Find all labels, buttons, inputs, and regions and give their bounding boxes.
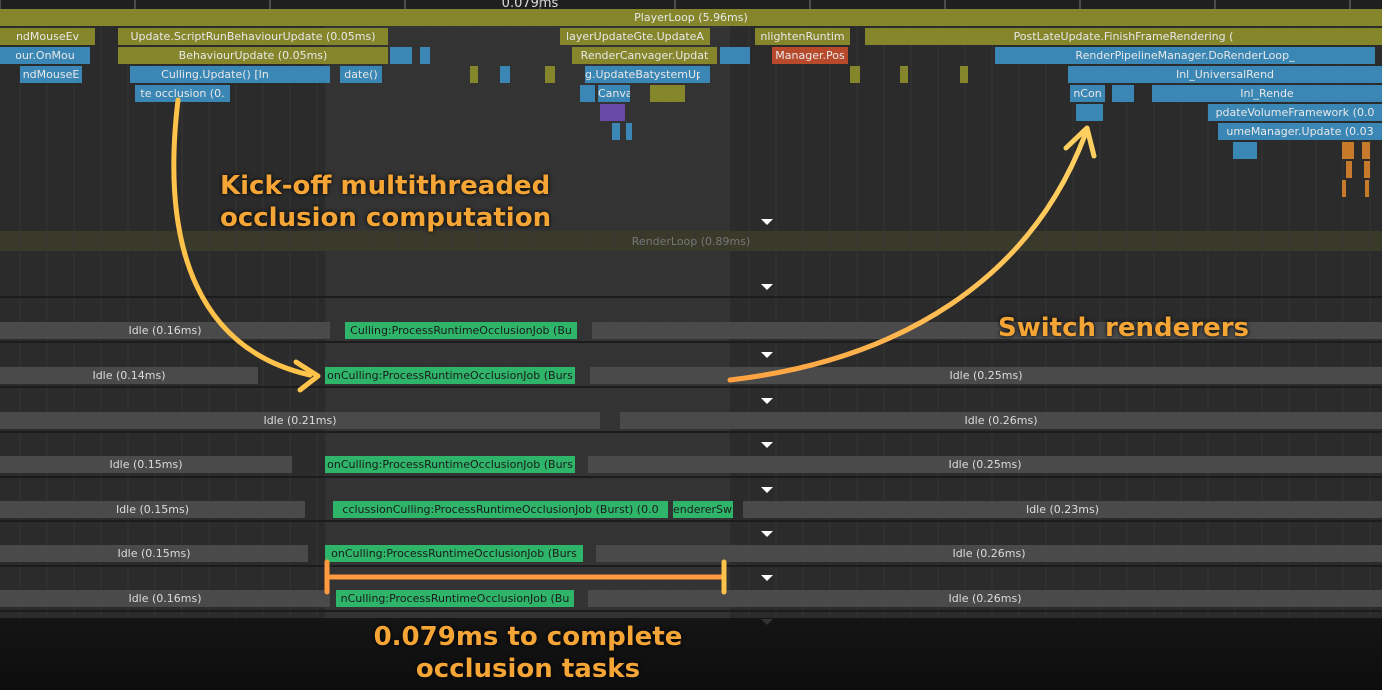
profiler-sample[interactable]: umeManager.Update (0.03 xyxy=(1218,123,1382,140)
profiler-sample[interactable]: date() xyxy=(340,66,382,83)
expand-toggle xyxy=(761,531,773,537)
profiler-block[interactable] xyxy=(650,85,680,102)
profiler-block[interactable] xyxy=(1112,85,1134,102)
profiler-sample[interactable]: Idle (0.14ms) xyxy=(0,367,258,384)
expand-toggle xyxy=(761,284,773,290)
switch-arrow xyxy=(727,132,1088,383)
profiler-block[interactable] xyxy=(600,104,625,121)
render-thread-header xyxy=(0,231,1382,251)
profiler-sample[interactable]: nCon xyxy=(1070,85,1105,102)
profiler-block[interactable] xyxy=(500,66,510,83)
profiler-sample[interactable]: Idle (0.16ms) xyxy=(0,322,330,339)
switch-arrowhead xyxy=(1063,125,1097,159)
profiler-sample[interactable]: Idle (0.15ms) xyxy=(0,456,292,473)
profiler-block[interactable] xyxy=(626,123,632,140)
expand-toggle xyxy=(761,442,773,448)
profiler-sample[interactable]: our.OnMou xyxy=(0,47,90,64)
kickoff-annotation: Kick-off multithreaded occlusion computa… xyxy=(220,170,551,234)
profiler-sample[interactable]: Idle (0.26ms) xyxy=(620,412,1382,429)
bottom-band xyxy=(0,618,1382,690)
profiler-block[interactable] xyxy=(700,66,710,83)
profiler-sample[interactable]: pdateVolumeFramework (0.0 xyxy=(1208,104,1382,121)
profiler-block[interactable] xyxy=(470,66,478,83)
profiler-block[interactable] xyxy=(580,85,595,102)
profiler-sample[interactable]: Update.ScriptRunBehaviourUpdate (0.05ms) xyxy=(118,28,388,45)
profiler-sample[interactable]: Idle (0.23ms) xyxy=(743,501,1382,518)
profiler-sample[interactable]: Culling.Update() [In xyxy=(130,66,300,83)
profiler-sample[interactable]: cclussionCulling:ProcessRuntimeOcclusion… xyxy=(333,501,668,518)
profiler-block[interactable] xyxy=(1233,142,1257,159)
profiler-block[interactable] xyxy=(1346,161,1352,178)
profiler-block[interactable] xyxy=(1342,142,1354,159)
profiler-sample[interactable]: RenderPipelineManager.DoRenderLoop_ xyxy=(995,47,1375,64)
profiler-block[interactable] xyxy=(720,47,750,64)
profiler-block[interactable] xyxy=(900,66,908,83)
profiler-sample[interactable]: onCulling:ProcessRuntimeOcclusionJob (Bu… xyxy=(325,367,575,384)
profiler-block[interactable] xyxy=(1342,180,1346,197)
profiler-sample[interactable]: PlayerLoop (5.96ms) xyxy=(0,9,1382,26)
profiler-block[interactable] xyxy=(1076,104,1103,121)
kickoff-arrow xyxy=(171,97,313,378)
profiler-sample[interactable]: Idle (0.15ms) xyxy=(0,545,308,562)
switch-annotation: Switch renderers xyxy=(998,313,1250,343)
kickoff-arrowhead xyxy=(293,359,321,393)
profiler-block[interactable] xyxy=(545,66,555,83)
profiler-sample[interactable]: onCulling:ProcessRuntimeOcclusionJob (Bu… xyxy=(325,545,583,562)
profiler-sample[interactable]: ndMouseE xyxy=(20,66,82,83)
profiler-block[interactable] xyxy=(592,322,1382,339)
profiler-sample[interactable]: Manager.Pos xyxy=(772,47,848,64)
profiler-sample[interactable]: Canva xyxy=(598,85,630,102)
expand-toggle xyxy=(761,575,773,581)
profiler-sample[interactable]: PostLateUpdate.FinishFrameRendering ( xyxy=(865,28,1382,45)
profiler-block[interactable] xyxy=(612,123,620,140)
profiler-sample[interactable]: Inl_UniversalRend xyxy=(1068,66,1382,83)
profiler-sample[interactable]: RenderCanvager.Updat xyxy=(572,47,717,64)
profiler-block[interactable] xyxy=(1364,161,1370,178)
expand-toggle xyxy=(761,398,773,404)
time-ruler xyxy=(0,0,1382,9)
profiler-sample[interactable]: Inl_Rende xyxy=(1152,85,1382,102)
profiler-sample[interactable]: Idle (0.16ms) xyxy=(0,590,330,607)
profiler-block[interactable] xyxy=(850,66,860,83)
profiler-block[interactable] xyxy=(420,47,430,64)
profiler-sample[interactable]: te occlusion (0. xyxy=(135,85,230,102)
profiler-block[interactable] xyxy=(390,47,412,64)
duration-annotation: 0.079ms to complete occlusion tasks xyxy=(328,621,728,685)
profiler-block[interactable] xyxy=(1362,142,1370,159)
annotation-line: 0.079ms to complete xyxy=(373,622,683,652)
profiler-sample[interactable]: nCulling:ProcessRuntimeOcclusionJob (Bu xyxy=(336,590,574,607)
profiler-sample[interactable]: nlightenRuntim xyxy=(755,28,850,45)
profiler-sample[interactable]: endererSwi xyxy=(673,501,733,518)
profiler-sample[interactable]: g.UpdateBatystemUp xyxy=(585,66,700,83)
annotation-line: occlusion computation xyxy=(220,203,552,233)
ruler-label: 0.079ms xyxy=(502,0,559,11)
expand-toggle xyxy=(761,352,773,358)
profiler-sample[interactable]: Idle (0.25ms) xyxy=(588,456,1382,473)
profiler-block[interactable] xyxy=(960,66,968,83)
profiler-block[interactable] xyxy=(675,85,685,102)
profiler-sample[interactable]: ndMouseEv xyxy=(0,28,95,45)
profiler-sample[interactable]: onCulling:ProcessRuntimeOcclusionJob (Bu… xyxy=(325,456,575,473)
profiler-block[interactable] xyxy=(1365,180,1369,197)
expand-toggle xyxy=(761,219,773,225)
profiler-block[interactable] xyxy=(300,66,330,83)
profiler-sample[interactable]: BehaviourUpdate (0.05ms) xyxy=(118,47,388,64)
profiler-sample[interactable]: Idle (0.21ms) xyxy=(0,412,600,429)
profiler-sample[interactable]: Culling:ProcessRuntimeOcclusionJob (Bu xyxy=(345,322,577,339)
expand-toggle xyxy=(761,487,773,493)
profiler-sample[interactable]: Idle (0.26ms) xyxy=(588,590,1382,607)
annotation-line: occlusion tasks xyxy=(415,654,641,684)
profiler-sample[interactable]: Idle (0.26ms) xyxy=(596,545,1382,562)
profiler-sample[interactable]: layerUpdateGte.UpdateA xyxy=(560,28,710,45)
profiler-sample[interactable]: Idle (0.15ms) xyxy=(0,501,305,518)
annotation-line: Kick-off multithreaded xyxy=(220,171,551,201)
profiler-sample[interactable]: RenderLoop (0.89ms) xyxy=(631,235,751,248)
